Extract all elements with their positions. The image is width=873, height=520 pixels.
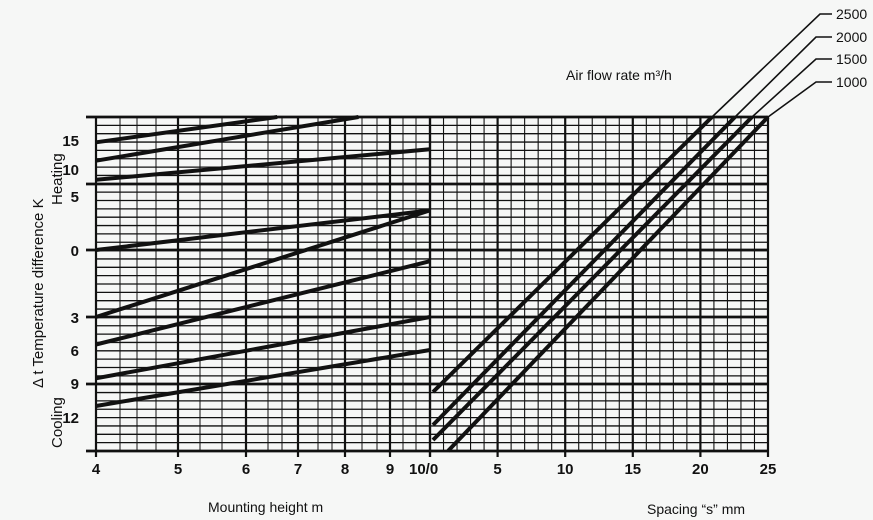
x-tick-label: 7 [294, 461, 302, 478]
y-tick-label: 3 [71, 310, 79, 327]
y-tick-label: 5 [71, 189, 79, 206]
y-axis-label: Δ t Temperature difference K [30, 198, 47, 388]
x-tick-label: 5 [174, 461, 182, 478]
x-tick-label: 8 [341, 461, 349, 478]
legend-leader [767, 81, 832, 118]
legend-label: 2500 [836, 6, 867, 22]
x-tick-label: 20 [692, 461, 709, 478]
x-tick-label: 15 [624, 461, 641, 478]
legend-label: 1000 [836, 74, 867, 90]
mounting-height-line [95, 315, 431, 381]
mounting-height-line [95, 147, 431, 182]
y-tick-label: 10 [62, 162, 79, 179]
mounting-height-line [95, 259, 431, 347]
y-tick-label: 6 [71, 343, 79, 360]
x-axis-label-left: Mounting height m [208, 499, 323, 515]
x-tick-label: 9 [386, 461, 394, 478]
mounting-height-lines [95, 115, 431, 408]
heating-label: Heating [49, 153, 66, 205]
cooling-label: Cooling [49, 397, 66, 448]
spacing-lines [431, 115, 770, 453]
y-tick-label: 12 [62, 410, 79, 427]
air-flow-line [431, 115, 737, 427]
air-flow-legend: 2500 2000 1500 1000 [711, 6, 867, 118]
air-flow-line [431, 115, 714, 394]
mounting-height-line [95, 208, 431, 252]
x-axis-label-right: Spacing “s” mm [647, 501, 745, 517]
y-tick-label: 15 [62, 133, 79, 150]
spacing-grid [428, 116, 770, 457]
legend-label: 1500 [836, 51, 867, 67]
mounting-height-line [95, 115, 278, 145]
x-tick-label: 10 [557, 461, 574, 478]
tick-labels: 4 5 6 7 8 9 10/0 5 10 15 20 25 15 10 5 0 3 6 9 12 [62, 133, 776, 478]
mounting-height-line [95, 348, 431, 408]
y-tick-label: 9 [71, 376, 79, 393]
x-tick-label: 10/0 [409, 461, 438, 478]
x-tick-label: 5 [493, 461, 501, 478]
y-tick-label: 0 [71, 243, 79, 260]
air-flow-line [446, 115, 770, 453]
legend-leader [734, 36, 832, 118]
x-tick-label: 25 [760, 461, 777, 478]
legend-label: 2000 [836, 29, 867, 45]
legend-leader [751, 58, 832, 118]
air-flow-line [431, 115, 754, 442]
legend-leader [711, 13, 832, 118]
mounting-height-line [95, 115, 359, 163]
mounting-height-line [95, 208, 431, 319]
air-flow-title: Air flow rate m³/h [566, 67, 672, 83]
x-tick-label: 4 [92, 461, 101, 478]
x-tick-label: 6 [242, 461, 250, 478]
